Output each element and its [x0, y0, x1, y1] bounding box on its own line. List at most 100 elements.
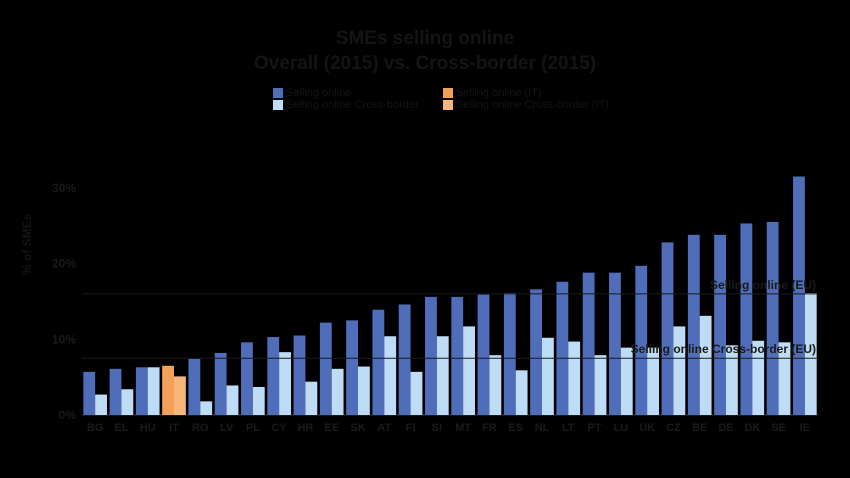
x-tick-label: SE [771, 422, 786, 434]
y-tick-label: 10% [52, 332, 76, 346]
legend-item-cross-border: Selling online Cross-border [273, 99, 419, 111]
bar-selling-online-be [687, 234, 700, 415]
bar-cross-border-lv [226, 385, 239, 415]
bar-cross-border-lu [620, 347, 633, 415]
bar-selling-online-uk [635, 265, 648, 415]
bar-cross-border-uk [647, 347, 659, 415]
bar-cross-border-be [699, 315, 712, 415]
bar-cross-border-at [384, 336, 397, 415]
bar-selling-online-el [109, 368, 122, 415]
bar-selling-online-fr [477, 294, 490, 415]
x-tick-label: LV [220, 422, 234, 434]
bar-cross-border-mt [463, 326, 475, 415]
ref-line-label-selling-online-eu: Selling online (EU) [709, 277, 816, 292]
x-tick-label: FI [406, 422, 416, 434]
x-tick-label: LU [614, 422, 629, 434]
bar-selling-online-de [714, 234, 726, 415]
bar-selling-online-pt [582, 272, 595, 415]
bar-cross-border-sk [358, 366, 370, 415]
bar-selling-online-ee [319, 322, 332, 415]
bar-cross-border-fr [489, 355, 502, 415]
bar-selling-online-ie [793, 176, 805, 415]
x-tick-label: IT [169, 422, 179, 434]
chart-title-line2: Overall (2015) vs. Cross-border (2015) [253, 53, 597, 74]
bar-cross-border-nl [542, 337, 554, 415]
bar-selling-online-pl [241, 342, 253, 415]
bar-selling-online-mt [451, 296, 464, 415]
bar-selling-online-lu [609, 272, 621, 415]
x-tick-label: SI [432, 422, 442, 434]
x-tick-label: PL [246, 422, 260, 434]
x-tick-label: PT [588, 422, 602, 434]
bar-selling-online-dk [740, 223, 753, 415]
bar-cross-border-fi [410, 371, 423, 415]
bar-selling-online-si [425, 296, 437, 415]
bar-selling-online-lt [556, 281, 569, 415]
bar-cross-border-ie [804, 293, 817, 415]
x-tick-label: DK [744, 422, 760, 434]
bar-selling-online-at [372, 309, 385, 415]
bar-cross-border-pl [252, 386, 265, 415]
bar-cross-border-es [515, 370, 528, 415]
bar-cross-border-se [778, 342, 791, 415]
bar-selling-online-fi [398, 304, 411, 415]
x-tick-label: IE [800, 422, 810, 434]
legend-swatch [273, 88, 283, 98]
bar-cross-border-ee [331, 368, 344, 415]
x-tick-label: EL [114, 422, 128, 434]
x-tick-label: NL [535, 422, 550, 434]
x-tick-label: CY [272, 422, 288, 434]
bar-selling-online-ro [188, 358, 201, 415]
x-tick-label: BE [692, 422, 707, 434]
bar-selling-online-cy [267, 337, 280, 415]
legend-label: Selling online Cross-border [286, 99, 419, 111]
bar-selling-online-sk [346, 320, 358, 415]
legend-item-cross-border-it: Selling online Cross-border (IT) [443, 99, 609, 111]
x-tick-label: FR [482, 422, 497, 434]
legend-swatch [443, 88, 453, 98]
bar-selling-online-cz [661, 242, 674, 415]
bar-cross-border-ro [200, 401, 213, 415]
y-tick-label: 0% [59, 408, 77, 422]
x-tick-label: AT [377, 422, 391, 434]
bar-cross-border-de [726, 345, 738, 415]
bar-cross-border-it [174, 376, 186, 415]
x-tick-label: CZ [666, 422, 681, 434]
bar-cross-border-cy [279, 352, 291, 415]
legend-swatch [443, 100, 453, 110]
bar-selling-online-hu [135, 367, 148, 415]
bar-selling-online-it [162, 365, 174, 415]
bar-cross-border-dk [752, 340, 765, 415]
x-tick-label: HU [140, 422, 156, 434]
bar-selling-online-es [503, 293, 516, 415]
x-tick-label: UK [639, 422, 655, 434]
x-tick-label: DE [718, 422, 733, 434]
y-tick-label: 30% [52, 181, 76, 195]
x-tick-label: BG [87, 422, 104, 434]
bar-cross-border-lt [568, 341, 581, 415]
legend-item-selling-online: Selling online [273, 87, 351, 99]
x-tick-label: SK [350, 422, 365, 434]
x-tick-label: RO [192, 422, 209, 434]
legend-swatch [273, 100, 283, 110]
legend-label: Selling online [286, 87, 352, 99]
bar-cross-border-si [436, 336, 449, 415]
bar-selling-online-bg [83, 371, 96, 415]
bar-selling-online-lv [214, 352, 227, 415]
x-tick-label: ES [508, 422, 523, 434]
bar-cross-border-bg [95, 394, 107, 415]
bar-cross-border-cz [673, 326, 686, 415]
x-tick-label: EE [324, 422, 339, 434]
legend-label: Selling online (IT) [456, 87, 542, 99]
bar-cross-border-el [121, 389, 134, 415]
y-tick-label: 20% [52, 257, 76, 271]
bar-cross-border-hu [147, 367, 160, 415]
bar-selling-online-nl [530, 289, 542, 415]
bar-cross-border-hr [305, 381, 318, 415]
bar-selling-online-se [766, 221, 779, 415]
x-tick-label: MT [455, 422, 471, 434]
bar-selling-online-hr [293, 335, 306, 415]
bar-cross-border-pt [594, 355, 607, 415]
x-tick-label: HR [297, 422, 313, 434]
